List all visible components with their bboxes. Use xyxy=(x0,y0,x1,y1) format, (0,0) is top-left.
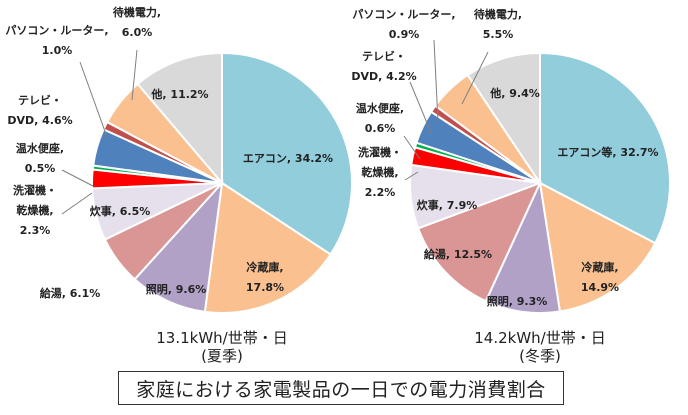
slice-label-line: 照明, 9.3% xyxy=(487,295,548,308)
pie-slice-1-0 xyxy=(539,51,671,245)
slice-label-line: 2.3% xyxy=(20,224,51,237)
summer-pie-chart: エアコン, 34.2% 冷蔵庫, 17.8% 照明, 9.6% 給湯, 6.1% 炊事, … xyxy=(5,5,353,314)
slice-label-0-3: 給湯, 6.1% xyxy=(40,286,101,300)
slice-label-line: 冷蔵庫, xyxy=(246,260,283,274)
winter-pie-chart: エアコン等, 32.7% 冷蔵庫, 14.9% 照明, 9.3% 給湯, 12.5% 炊事… xyxy=(351,7,671,314)
slice-label-1-10: 他, 9.4% xyxy=(489,86,540,100)
slice-label-0-2: 照明, 9.6% xyxy=(146,283,207,296)
slice-label-0-0: エアコン, 34.2% xyxy=(243,152,333,165)
slice-label-line: 待機電力, xyxy=(112,5,161,19)
slice-label-line: 炊事, 6.5% xyxy=(90,204,151,218)
slice-label-line: 0.9% xyxy=(389,28,420,41)
pie-slice-0-10 xyxy=(136,51,223,186)
slice-label-line: 給湯, 6.1% xyxy=(40,286,101,300)
slice-label-line: エアコン等, 32.7% xyxy=(557,145,658,159)
slice-label-line: 2.2% xyxy=(365,186,396,199)
slice-label-line: テレビ・ xyxy=(18,93,62,107)
slice-label-line: 他, 9.4% xyxy=(489,86,540,100)
caption-box: 家庭における家電製品の一日での電力消費割合 xyxy=(118,371,564,405)
slice-label-line: 0.6% xyxy=(365,122,396,135)
slice-label-line: DVD, 4.6% xyxy=(7,114,72,127)
winter-season-label: (冬季) xyxy=(519,347,561,365)
slice-label-line: エアコン, 34.2% xyxy=(243,152,333,165)
slice-label-0-6: 温水便座, 0.5% xyxy=(16,141,64,175)
slice-label-line: 洗濯機・ xyxy=(13,183,57,197)
slice-label-0-9: 待機電力, 6.0% xyxy=(112,5,161,39)
slice-label-line: 照明, 9.6% xyxy=(146,283,207,296)
slice-label-1-0: エアコン等, 32.7% xyxy=(557,145,658,159)
slice-label-line: 温水便座, xyxy=(16,141,64,155)
slice-label-line: 炊事, 7.9% xyxy=(417,198,478,212)
slice-label-1-2: 照明, 9.3% xyxy=(487,295,548,308)
slice-label-0-1: 冷蔵庫, 17.8% xyxy=(246,260,284,294)
slice-label-1-6: 温水便座, 0.6% xyxy=(356,101,404,135)
slice-label-line: パソコン・ルーター, xyxy=(352,8,455,21)
slice-label-line: 0.5% xyxy=(25,162,56,175)
slice-label-1-7: テレビ・ DVD, 4.2% xyxy=(351,49,416,83)
slice-label-line: テレビ・ xyxy=(362,49,406,63)
slice-label-line: 給湯, 12.5% xyxy=(424,247,492,261)
leader-line-1-7 xyxy=(409,81,433,136)
slice-label-1-4: 炊事, 7.9% xyxy=(417,198,478,212)
winter-subtitle: 14.2kWh/世帯・日 xyxy=(474,329,605,347)
slice-label-line: 6.0% xyxy=(122,26,153,39)
slice-label-0-4: 炊事, 6.5% xyxy=(90,204,151,218)
pie-slice-1-10 xyxy=(466,51,541,187)
slice-label-line: 5.5% xyxy=(483,28,514,41)
slice-label-0-5: 洗濯機・乾燥機, 2.3% xyxy=(13,183,57,237)
slice-label-line: パソコン・ルーター, xyxy=(5,24,108,37)
leader-line-0-9 xyxy=(131,49,138,101)
slice-label-1-9: 待機電力, 5.5% xyxy=(473,7,522,41)
leader-line-1-8 xyxy=(433,39,439,123)
slice-label-line: 乾燥機, xyxy=(16,203,53,217)
slice-label-line: 他, 11.2% xyxy=(150,87,208,101)
pie-slice-1-3 xyxy=(416,181,542,303)
slice-label-line: 冷蔵庫, xyxy=(581,260,618,274)
slice-label-1-5: 洗濯機・乾燥機, 2.2% xyxy=(358,145,402,199)
slice-label-line: 待機電力, xyxy=(473,7,522,21)
leader-line-0-8 xyxy=(79,61,108,138)
leader-line-0-6 xyxy=(61,169,94,187)
leader-line-1-9 xyxy=(461,51,489,105)
slice-label-0-10: 他, 11.2% xyxy=(150,87,208,101)
slice-label-0-7: テレビ・ DVD, 4.6% xyxy=(7,93,72,127)
slice-label-line: 1.0% xyxy=(42,44,73,57)
pie-slice-1-1 xyxy=(538,181,657,313)
slice-label-1-3: 給湯, 12.5% xyxy=(424,247,492,261)
slice-label-line: 温水便座, xyxy=(356,101,404,115)
slice-label-line: 17.8% xyxy=(246,281,284,294)
slice-label-line: 14.9% xyxy=(581,281,619,294)
pie-slice-0-1 xyxy=(203,181,332,314)
slice-label-line: 洗濯機・ xyxy=(358,145,402,159)
pie-slice-0-2 xyxy=(133,179,224,313)
leader-line-0-5 xyxy=(61,192,93,215)
slice-label-0-8: パソコン・ルーター, 1.0% xyxy=(5,24,108,57)
slice-label-line: DVD, 4.2% xyxy=(351,70,416,83)
leader-line-1-6 xyxy=(403,135,421,160)
summer-subtitle: 13.1kWh/世帯・日 xyxy=(156,329,287,347)
slice-label-line: 乾燥機, xyxy=(361,165,398,179)
leader-line-1-5 xyxy=(404,171,419,181)
caption-text: 家庭における家電製品の一日での電力消費割合 xyxy=(136,378,546,401)
slice-label-1-8: パソコン・ルーター, 0.9% xyxy=(352,8,455,41)
slice-label-1-1: 冷蔵庫, 14.9% xyxy=(581,260,619,294)
summer-season-label: (夏季) xyxy=(201,347,243,365)
